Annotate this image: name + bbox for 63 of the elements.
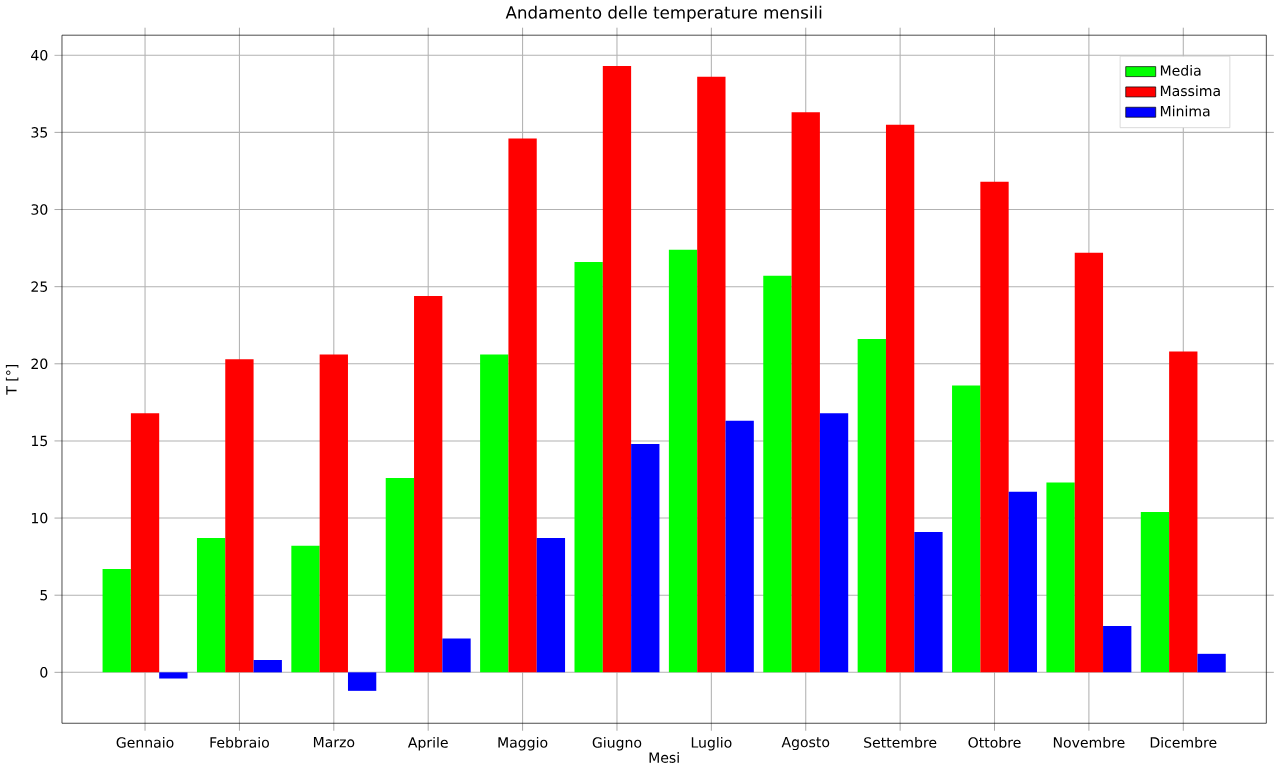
bar bbox=[697, 76, 726, 673]
bar bbox=[631, 443, 660, 673]
x-tick-label: Febbraio bbox=[210, 736, 269, 748]
bar bbox=[791, 112, 820, 673]
x-tick-label: Settembre bbox=[864, 736, 937, 748]
bar bbox=[196, 538, 226, 673]
bar bbox=[347, 672, 377, 691]
bar bbox=[130, 413, 160, 673]
bar bbox=[1197, 653, 1226, 673]
bar bbox=[763, 275, 792, 673]
bar bbox=[291, 545, 320, 673]
legend-label: Massima bbox=[1160, 85, 1220, 97]
bar bbox=[385, 477, 415, 673]
bar bbox=[914, 531, 943, 673]
bar bbox=[159, 672, 188, 679]
y-axis-title: T [°] bbox=[5, 364, 19, 395]
bar bbox=[480, 354, 509, 673]
bar bbox=[885, 124, 915, 673]
chart-title: Andamento delle temperature mensili bbox=[505, 5, 822, 22]
y-tick-label: 20 bbox=[31, 358, 48, 369]
x-axis-title: Mesi bbox=[649, 751, 679, 763]
x-tick-label: Maggio bbox=[498, 736, 548, 751]
y-tick-label: 0 bbox=[40, 666, 48, 678]
x-tick-label: Marzo bbox=[313, 736, 355, 748]
bar bbox=[574, 261, 603, 673]
bar bbox=[819, 413, 849, 673]
bar bbox=[980, 181, 1009, 673]
x-tick-label: Ottobre bbox=[968, 736, 1021, 748]
bar bbox=[253, 659, 282, 673]
bar bbox=[414, 295, 443, 673]
bar bbox=[857, 339, 886, 673]
bar bbox=[602, 65, 632, 673]
x-tick-label: Agosto bbox=[781, 736, 830, 750]
legend-label: Minima bbox=[1160, 105, 1210, 117]
legend-label: Media bbox=[1160, 64, 1201, 76]
bar bbox=[319, 354, 348, 673]
bar bbox=[1103, 625, 1132, 673]
bar bbox=[102, 568, 131, 673]
y-tick-label: 10 bbox=[31, 512, 48, 524]
y-tick-label: 40 bbox=[31, 49, 48, 61]
y-tick-label: 5 bbox=[40, 589, 48, 601]
bar bbox=[508, 138, 537, 673]
x-tick-label: Novembre bbox=[1053, 736, 1125, 748]
bar bbox=[442, 638, 471, 673]
bar bbox=[668, 249, 698, 673]
bar bbox=[1046, 482, 1075, 673]
x-tick-label: Giugno bbox=[592, 736, 642, 751]
bar bbox=[1074, 252, 1104, 673]
bar bbox=[225, 359, 254, 673]
bar bbox=[1008, 491, 1037, 673]
y-tick-label: 35 bbox=[31, 126, 48, 138]
x-tick-label: Dicembre bbox=[1150, 736, 1217, 748]
x-tick-label: Aprile bbox=[407, 736, 448, 751]
bar bbox=[1169, 351, 1198, 673]
x-tick-label: Luglio bbox=[691, 736, 732, 751]
bar bbox=[536, 538, 566, 673]
bar bbox=[952, 385, 981, 673]
y-tick-label: 30 bbox=[31, 204, 48, 215]
y-tick-label: 15 bbox=[31, 435, 48, 447]
y-tick-label: 25 bbox=[31, 281, 48, 292]
x-tick-label: Gennaio bbox=[116, 736, 174, 748]
bar bbox=[1140, 511, 1170, 673]
bar bbox=[725, 420, 754, 673]
